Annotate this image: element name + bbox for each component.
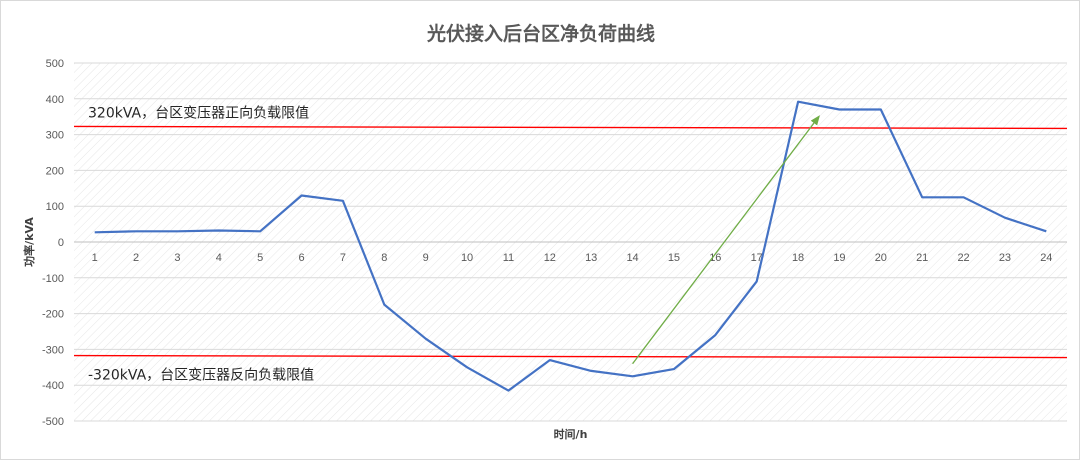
x-tick-label: 14 xyxy=(626,252,638,264)
x-tick-label: 23 xyxy=(999,252,1011,264)
x-tick-label: 13 xyxy=(585,252,597,264)
data-point xyxy=(217,229,221,233)
reference-lines: 320kVA，台区变压器正向负载限值 -320kVA，台区变压器反向负载限值 xyxy=(73,105,1068,384)
data-point xyxy=(755,279,759,283)
chart-title: 光伏接入后台区净负荷曲线 xyxy=(426,23,655,45)
y-tick-label: -300 xyxy=(42,344,64,356)
data-point xyxy=(93,230,97,234)
data-point xyxy=(672,367,676,371)
data-point xyxy=(920,195,924,199)
x-tick-label: 12 xyxy=(544,252,556,264)
trend-arrow xyxy=(632,115,820,365)
x-tick-label: 8 xyxy=(381,252,387,264)
series-line-net-load xyxy=(94,100,1047,392)
x-tick-label: 11 xyxy=(503,252,514,264)
reference-line-label: 320kVA，台区变压器正向负载限值 xyxy=(88,105,309,121)
x-tick-label: 7 xyxy=(340,252,346,264)
x-tick-label: 19 xyxy=(833,252,845,264)
x-tick-label: 6 xyxy=(299,252,305,264)
y-tick-label: -500 xyxy=(42,416,64,428)
x-tick-label: 20 xyxy=(875,252,887,264)
data-point xyxy=(1003,216,1007,220)
x-tick-label: 16 xyxy=(709,252,721,264)
x-tick-label: 15 xyxy=(668,252,680,264)
x-tick-label: 10 xyxy=(461,252,473,264)
data-point xyxy=(879,108,883,112)
data-point xyxy=(134,229,138,233)
x-tick-label: 18 xyxy=(792,252,804,264)
x-axis-ticks: 1 2 3 4 5 6 7 8 9 10 11 12 13 14 15 16 17 18 19 20 21 22 23 24 xyxy=(92,252,1053,264)
data-point xyxy=(1044,229,1048,233)
data-point xyxy=(382,303,386,307)
y-tick-label: -100 xyxy=(42,273,64,285)
data-point xyxy=(631,374,635,378)
data-point xyxy=(713,333,717,337)
x-tick-label: 22 xyxy=(957,252,969,264)
data-point xyxy=(796,100,800,104)
data-point xyxy=(465,365,469,369)
y-tick-label: 500 xyxy=(46,58,64,70)
reference-line xyxy=(73,354,1068,359)
x-tick-label: 1 xyxy=(92,252,98,264)
y-tick-label: 100 xyxy=(46,201,64,213)
data-point xyxy=(258,229,262,233)
data-point xyxy=(300,193,304,197)
gridlines xyxy=(74,62,1067,422)
x-tick-label: 21 xyxy=(916,252,928,264)
y-tick-label: -200 xyxy=(42,309,64,321)
reference-line-label: -320kVA，台区变压器反向负载限值 xyxy=(88,368,314,384)
data-point xyxy=(341,199,345,203)
y-axis-ticks: 500 400 300 200 100 0 -100 -200 -300 -400 -500 xyxy=(42,58,64,428)
x-tick-label: 3 xyxy=(174,252,180,264)
x-tick-label: 2 xyxy=(133,252,139,264)
data-point xyxy=(175,229,179,233)
y-tick-label: 300 xyxy=(46,130,64,142)
y-axis-label: 功率/kVA xyxy=(22,217,36,267)
x-tick-label: 17 xyxy=(751,252,763,264)
x-tick-label: 5 xyxy=(257,252,263,264)
data-point xyxy=(962,195,966,199)
x-tick-label: 24 xyxy=(1040,252,1052,264)
data-point xyxy=(589,369,593,373)
reference-line xyxy=(73,125,1068,130)
y-tick-label: -400 xyxy=(42,380,64,392)
y-tick-label: 200 xyxy=(46,165,64,177)
x-axis-label: 时间/h xyxy=(554,427,588,441)
data-point xyxy=(837,108,841,112)
x-tick-label: 9 xyxy=(423,252,429,264)
data-point xyxy=(506,389,510,393)
y-tick-label: 0 xyxy=(58,237,64,249)
x-tick-label: 4 xyxy=(216,252,222,264)
data-point xyxy=(424,337,428,341)
data-point xyxy=(548,358,552,362)
y-tick-label: 400 xyxy=(46,94,64,106)
